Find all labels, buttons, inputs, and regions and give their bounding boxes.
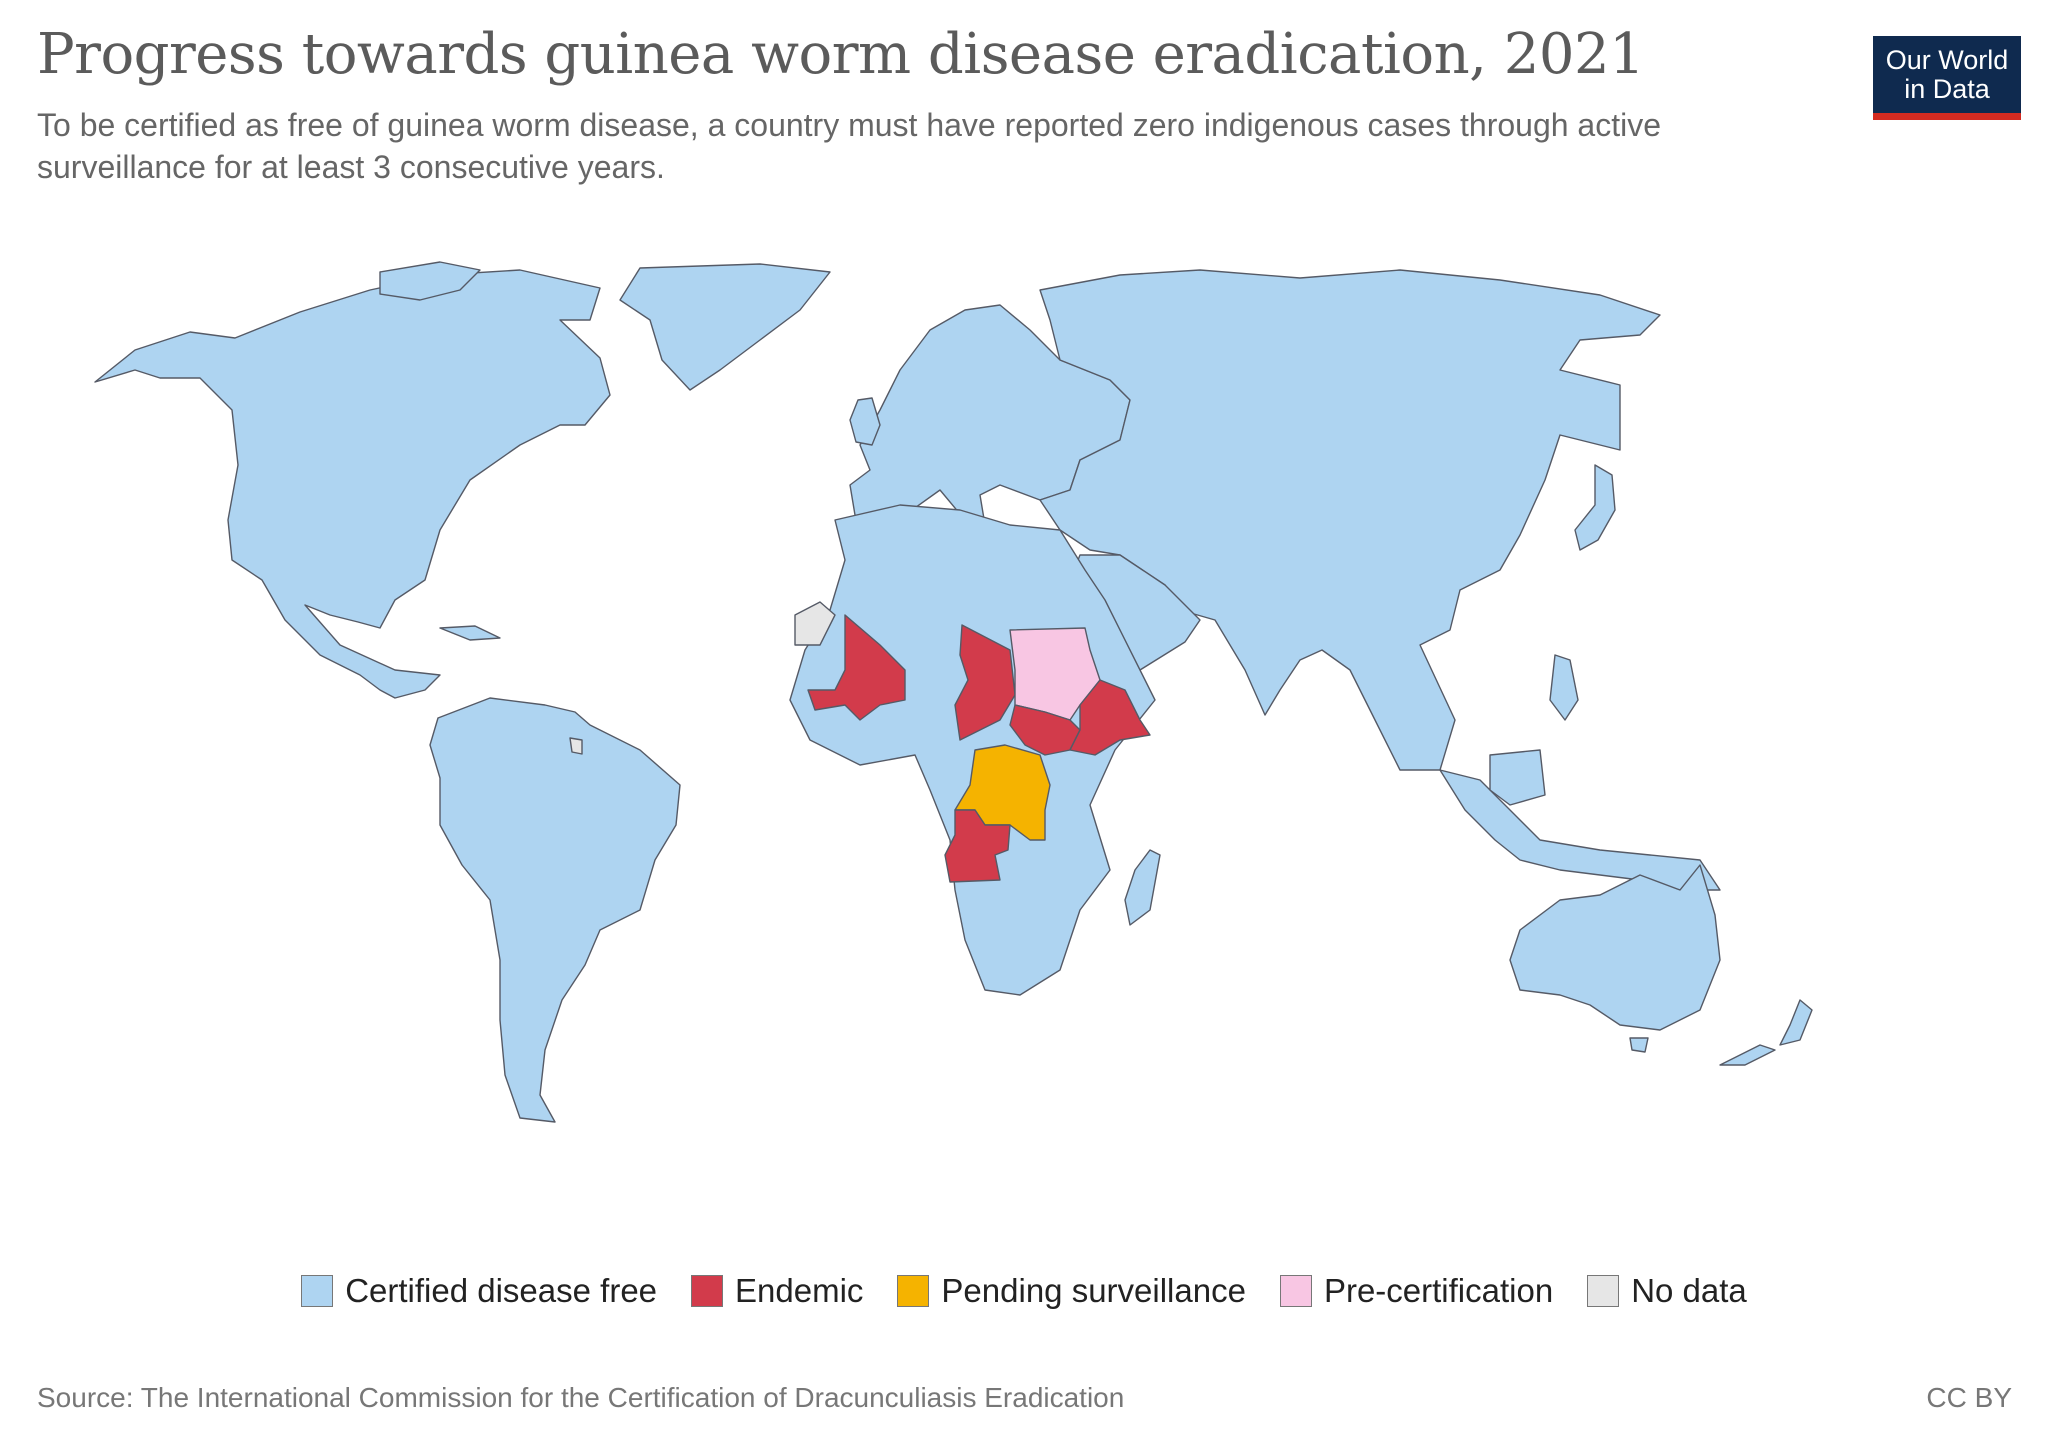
chart-subtitle: To be certified as free of guinea worm d… [37,107,1662,185]
owid-logo[interactable]: Our World in Data [1873,36,2021,120]
legend-label-certified: Certified disease free [345,1272,658,1309]
legend-label-precertification: Pre-certification [1323,1272,1554,1309]
region-greenland[interactable] [619,263,831,391]
region-french-guiana[interactable] [569,737,583,755]
legend-label-endemic: Endemic [735,1272,864,1309]
source-note: Source: The International Commission for… [37,1382,1125,1413]
legend-swatch-precertification [1279,1275,1312,1307]
region-tasmania[interactable] [1629,1037,1649,1053]
legend-item-certified[interactable]: Certified disease free [301,1272,657,1310]
legend-label-pending: Pending surveillance [941,1272,1246,1309]
legend-swatch-nodata [1587,1275,1620,1307]
region-canadian-islands[interactable] [379,261,481,301]
country-sudan[interactable] [1009,627,1101,721]
logo-line-1: Our World [1885,45,2009,75]
license-link[interactable]: CC BY [1926,1382,2012,1413]
logo-line-2: in Data [1904,74,1990,104]
legend-item-nodata[interactable]: No data [1587,1272,1747,1310]
region-madagascar[interactable] [1124,849,1161,926]
legend: Certified disease free Endemic Pending s… [0,1272,2048,1310]
legend-item-pending[interactable]: Pending surveillance [897,1272,1246,1310]
legend-swatch-certified [301,1275,334,1307]
region-africa[interactable] [789,504,1156,996]
country-ethiopia[interactable] [1069,679,1151,756]
region-western-sahara[interactable] [794,601,836,646]
country-angola[interactable] [944,809,1011,883]
region-borneo[interactable] [1489,749,1546,806]
region-north-america[interactable] [94,269,611,699]
region-asia[interactable] [1039,269,1661,771]
legend-item-precertification[interactable]: Pre-certification [1279,1272,1554,1310]
region-south-america[interactable] [429,697,681,1123]
region-philippines[interactable] [1549,654,1579,721]
legend-swatch-pending [897,1275,930,1307]
legend-item-endemic[interactable]: Endemic [691,1272,863,1310]
world-map[interactable] [0,250,2048,1150]
region-cuba[interactable] [439,625,501,641]
legend-swatch-endemic [691,1275,724,1307]
region-uk[interactable] [849,397,881,446]
country-chad[interactable] [954,624,1016,741]
region-japan[interactable] [1574,464,1616,551]
region-indonesia[interactable] [1439,769,1721,891]
country-mali[interactable] [807,614,906,721]
region-new-zealand[interactable] [1719,999,1813,1066]
legend-label-nodata: No data [1631,1272,1747,1309]
region-australia[interactable] [1509,864,1721,1031]
chart-title: Progress towards guinea worm disease era… [37,22,1645,87]
